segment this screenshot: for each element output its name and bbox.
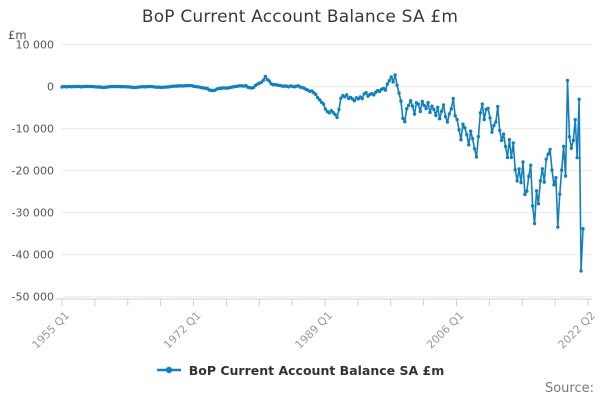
data-series-line[interactable] [60, 73, 585, 273]
svg-text:-50 000: -50 000 [12, 291, 54, 304]
svg-text:2006 Q1: 2006 Q1 [424, 309, 467, 352]
svg-text:-40 000: -40 000 [12, 249, 54, 262]
svg-text:1955 Q1: 1955 Q1 [30, 309, 73, 352]
svg-text:2022 Q2: 2022 Q2 [556, 309, 599, 352]
svg-text:1972 Q1: 1972 Q1 [161, 309, 204, 352]
legend-label: BoP Current Account Balance SA £m [188, 362, 445, 378]
x-axis [56, 298, 592, 306]
source-label: Source: [544, 381, 594, 396]
gridlines [62, 44, 592, 298]
x-axis-labels: 1955 Q1 1972 Q1 1989 Q1 2006 Q1 2022 Q2 [30, 309, 599, 352]
svg-text:-20 000: -20 000 [12, 165, 54, 178]
chart-title: BoP Current Account Balance SA £m [141, 7, 459, 27]
legend-marker-icon [156, 366, 181, 374]
y-axis-unit-label: £m [8, 28, 27, 42]
legend-item[interactable]: BoP Current Account Balance SA £m [0, 360, 600, 380]
y-axis-labels: 10 000 0 -10 000 -20 000 -30 000 -40 000 -50 0… [12, 39, 54, 304]
svg-text:-30 000: -30 000 [12, 207, 54, 220]
svg-text:0: 0 [47, 81, 54, 94]
svg-text:10 000: 10 000 [16, 39, 55, 52]
svg-text:-10 000: -10 000 [12, 123, 54, 136]
svg-text:1989 Q1: 1989 Q1 [293, 309, 336, 352]
